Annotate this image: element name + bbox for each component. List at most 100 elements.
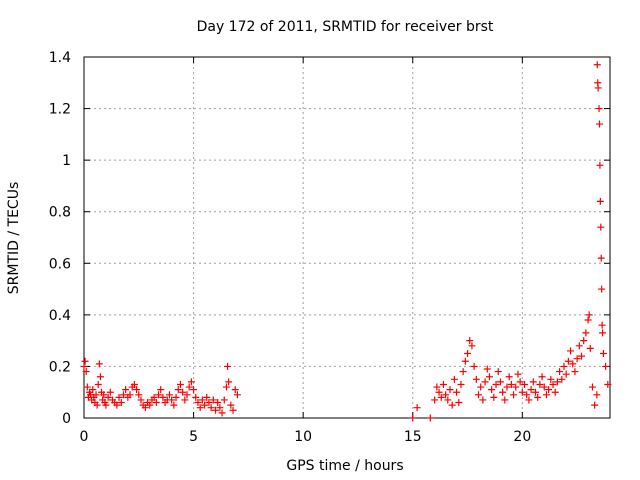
data-point	[595, 105, 603, 113]
data-point	[531, 388, 539, 396]
data-point	[152, 399, 160, 407]
data-point	[183, 391, 191, 399]
data-point	[593, 61, 601, 69]
data-point	[494, 368, 502, 376]
data-point	[594, 84, 602, 92]
data-point	[113, 401, 121, 409]
data-point	[604, 380, 612, 388]
data-point	[571, 368, 579, 376]
data-point	[501, 396, 509, 404]
data-point	[475, 391, 482, 399]
data-point	[150, 393, 158, 401]
data-point	[466, 337, 474, 345]
data-point	[233, 391, 241, 399]
y-axis-label: SRMTID / TECUs	[6, 182, 22, 295]
data-point	[492, 380, 500, 388]
data-point	[510, 391, 518, 399]
data-point	[185, 383, 193, 391]
data-point	[542, 391, 550, 399]
data-point	[159, 393, 167, 401]
data-point	[597, 223, 605, 231]
data-point	[534, 393, 542, 401]
data-point	[222, 383, 230, 391]
data-point	[207, 404, 215, 412]
data-point	[104, 393, 112, 401]
data-point	[538, 373, 546, 381]
data-point	[135, 391, 143, 399]
data-point	[187, 378, 195, 386]
data-point	[483, 365, 491, 373]
data-point	[433, 383, 441, 391]
data-point	[106, 388, 114, 396]
data-point	[479, 396, 487, 404]
data-point	[229, 406, 237, 414]
data-point	[119, 391, 127, 399]
data-point	[190, 386, 198, 394]
data-point	[174, 386, 182, 394]
data-point	[567, 347, 575, 355]
data-point	[560, 362, 568, 370]
plot-frame	[83, 56, 611, 419]
data-point	[126, 391, 134, 399]
data-point	[431, 396, 439, 404]
data-point	[201, 401, 209, 409]
data-point	[457, 380, 465, 388]
data-point	[92, 391, 100, 399]
data-point	[220, 396, 228, 404]
data-point	[596, 197, 604, 205]
data-point	[446, 386, 454, 394]
data-point	[598, 321, 606, 329]
grid-lines	[84, 57, 610, 418]
x-axis: 0 5 10 15 20	[80, 57, 531, 445]
data-point	[527, 386, 535, 394]
data-point	[496, 378, 504, 386]
data-point	[518, 388, 526, 396]
data-point	[115, 393, 123, 401]
data-point	[598, 285, 606, 293]
x-tick-label: 0	[80, 429, 89, 445]
data-point	[122, 386, 130, 394]
data-point	[499, 388, 507, 396]
data-point	[450, 375, 458, 383]
data-point	[146, 401, 154, 409]
x-tick-label: 10	[294, 429, 312, 445]
data-point	[231, 386, 239, 394]
data-point	[157, 386, 165, 394]
data-point	[130, 380, 138, 388]
y-tick-label: 0.4	[49, 308, 71, 324]
data-point	[596, 161, 604, 169]
data-point	[227, 401, 235, 409]
data-point	[461, 357, 469, 365]
data-point	[597, 254, 605, 262]
data-point	[547, 375, 555, 383]
data-point	[448, 401, 456, 409]
data-point	[503, 383, 511, 391]
data-point	[137, 396, 145, 404]
data-point	[521, 380, 529, 388]
data-point	[551, 388, 559, 396]
data-point	[435, 388, 443, 396]
y-tick-label: 0.2	[49, 359, 71, 375]
data-point	[591, 401, 599, 409]
data-point	[485, 373, 493, 381]
data-point	[490, 393, 498, 401]
data-point	[83, 383, 91, 391]
data-point	[595, 120, 603, 128]
y-tick-label: 0	[62, 411, 71, 427]
data-point	[196, 404, 204, 412]
data-point	[95, 360, 103, 368]
data-point	[165, 391, 173, 399]
data-point	[523, 391, 531, 399]
data-point	[214, 399, 222, 407]
data-point	[599, 350, 607, 358]
data-point	[488, 386, 496, 394]
data-point	[218, 409, 226, 417]
data-point	[224, 362, 232, 370]
data-point	[556, 368, 564, 376]
data-point	[170, 401, 178, 409]
data-point	[179, 388, 187, 396]
data-point	[216, 404, 224, 412]
data-point	[586, 344, 594, 352]
data-point	[82, 368, 90, 376]
